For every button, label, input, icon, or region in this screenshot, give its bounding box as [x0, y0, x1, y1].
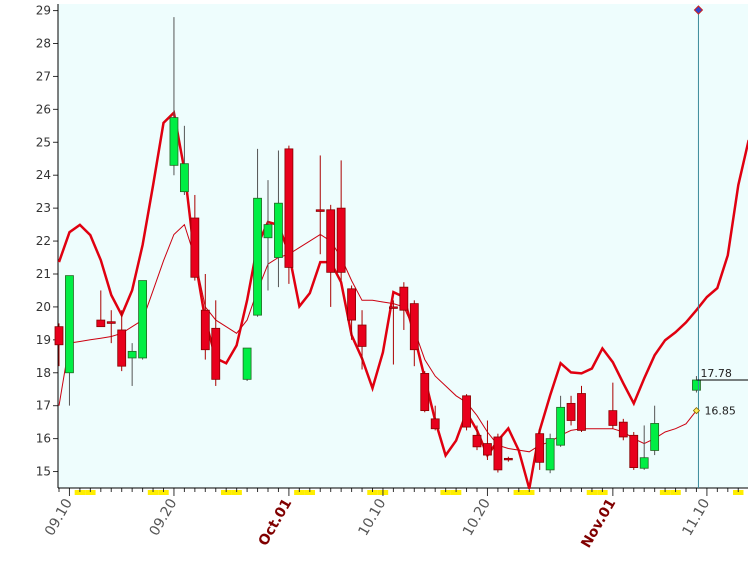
y-tick-label: 17: [36, 399, 51, 413]
candle-body: [462, 395, 471, 428]
y-tick-label: 29: [36, 4, 51, 18]
candle-body: [545, 438, 555, 471]
weekend-marker: [513, 490, 525, 495]
weekend-marker: [74, 490, 86, 495]
marker-label: 16.85: [704, 405, 736, 418]
candle-body: [65, 275, 74, 374]
weekend-marker: [733, 490, 744, 495]
y-tick-label: 24: [36, 168, 51, 182]
candle-body: [629, 434, 639, 468]
candle-body: [357, 324, 367, 347]
candle-body: [493, 436, 503, 471]
candle-body: [138, 280, 148, 359]
candle-body: [211, 327, 221, 380]
candle-body: [692, 379, 701, 391]
weekend-marker: [450, 490, 462, 495]
candle-body: [190, 217, 200, 278]
y-tick-label: 15: [36, 465, 51, 479]
weekend-marker: [367, 490, 378, 495]
weekend-marker: [597, 490, 608, 495]
candle-body: [336, 207, 346, 273]
candle-body: [420, 373, 430, 412]
candle-body: [347, 288, 357, 321]
candle-body: [242, 347, 252, 380]
candle-body: [253, 197, 262, 316]
candle-body: [200, 309, 210, 351]
weekend-marker: [659, 490, 671, 495]
y-tick-label: 18: [36, 366, 51, 380]
weekend-marker: [231, 490, 242, 495]
candle-body: [96, 319, 106, 328]
x-tick-label: 10.10: [356, 496, 390, 539]
weekend-marker: [670, 490, 681, 495]
weekend-marker: [85, 490, 96, 495]
candle-body: [54, 326, 64, 346]
candle-body: [179, 163, 189, 193]
candle-body: [618, 421, 628, 438]
candle-body: [483, 443, 492, 456]
y-tick-label: 19: [36, 333, 51, 347]
y-tick-label: 16: [36, 432, 51, 446]
candle-body: [639, 457, 649, 469]
candle-body: [430, 418, 440, 430]
weekend-marker: [304, 490, 316, 495]
y-tick-label: 20: [36, 300, 51, 314]
x-tick-label: 10.20: [460, 496, 494, 539]
x-tick-label: Nov.01: [578, 496, 619, 551]
candle-body: [472, 434, 482, 448]
candle-body: [566, 402, 576, 421]
candle-body: [263, 224, 273, 239]
marker-diamond: [692, 407, 701, 415]
candle-body: [315, 209, 325, 212]
candle-body: [608, 410, 618, 426]
x-tick-label: 09.20: [147, 496, 181, 539]
y-tick-label: 26: [36, 102, 51, 116]
weekend-marker: [524, 490, 535, 495]
candle-body: [556, 406, 565, 446]
candle-body: [535, 433, 545, 463]
candle-body: [326, 209, 336, 273]
plot-background: [58, 4, 748, 488]
candle-body: [284, 148, 294, 268]
candle-body: [169, 117, 179, 166]
weekend-marker: [147, 490, 159, 495]
weekend-marker: [586, 490, 598, 495]
candle-body: [650, 423, 660, 451]
candle-body: [106, 321, 116, 324]
moving-average-line: [58, 223, 697, 453]
y-tick-label: 22: [36, 234, 51, 248]
crosshair-diamond: [693, 5, 704, 15]
x-tick-label: Oct.01: [256, 496, 296, 549]
price-label: 17.78: [700, 367, 732, 380]
candle-body: [388, 306, 398, 309]
y-tick-label: 28: [36, 37, 51, 51]
y-tick-label: 21: [36, 267, 51, 281]
candle-body: [274, 202, 283, 258]
candle-body: [409, 303, 419, 351]
weekend-marker: [294, 490, 305, 495]
candle-body: [127, 350, 137, 359]
y-tick-label: 27: [36, 69, 51, 83]
candle-body: [117, 329, 127, 367]
x-tick-label: 09.10: [42, 496, 76, 539]
weekend-marker: [158, 490, 169, 495]
candle-body: [577, 393, 586, 431]
x-tick-label: 11.10: [679, 496, 713, 539]
weekend-marker: [220, 490, 232, 495]
candle-body: [399, 286, 409, 311]
y-tick-label: 25: [36, 135, 51, 149]
y-tick-label: 23: [36, 201, 51, 215]
weekend-marker: [440, 490, 451, 495]
candle-body: [503, 457, 513, 461]
